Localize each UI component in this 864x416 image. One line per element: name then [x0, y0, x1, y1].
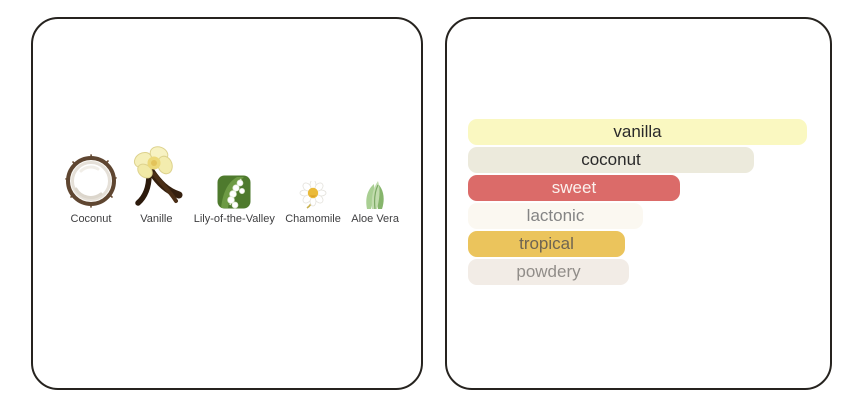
accord-label: powdery [516, 262, 581, 281]
accord-bar-tropical: tropical [468, 231, 625, 257]
accords-card: vanilla coconut sweet lactonic tropical … [445, 17, 832, 390]
accord-label: tropical [519, 234, 574, 253]
note-item-coconut: Coconut [63, 143, 119, 226]
accord-bar-vanilla: vanilla [468, 119, 807, 145]
notes-card: Coconut Vanille [31, 17, 423, 390]
accord-label: sweet [551, 178, 597, 197]
notes-row: Coconut Vanille [63, 143, 399, 226]
accord-label: lactonic [526, 206, 585, 225]
note-label: Vanille [140, 213, 173, 225]
accord-bar-coconut: coconut [468, 147, 754, 173]
accords-list: vanilla coconut sweet lactonic tropical … [468, 119, 828, 287]
coconut-icon [63, 143, 119, 209]
lily-of-the-valley-icon [217, 143, 251, 209]
note-item-aloe-vera: Aloe Vera [351, 143, 399, 226]
note-item-vanille: Vanille [129, 143, 183, 226]
accord-bar-powdery: powdery [468, 259, 629, 285]
note-label: Aloe Vera [351, 213, 399, 225]
note-item-chamomile: Chamomile [285, 143, 341, 226]
accord-bar-sweet: sweet [468, 175, 680, 201]
chamomile-icon [299, 143, 327, 209]
accord-label: vanilla [613, 122, 662, 141]
accord-label: coconut [581, 150, 641, 169]
note-item-lily-of-the-valley: Lily-of-the-Valley [194, 143, 275, 226]
aloe-vera-icon [360, 143, 390, 209]
note-label: Lily-of-the-Valley [193, 213, 275, 225]
note-label: Coconut [70, 213, 112, 225]
note-label: Chamomile [285, 213, 341, 225]
vanilla-icon [129, 143, 183, 209]
accord-bar-lactonic: lactonic [468, 203, 643, 229]
